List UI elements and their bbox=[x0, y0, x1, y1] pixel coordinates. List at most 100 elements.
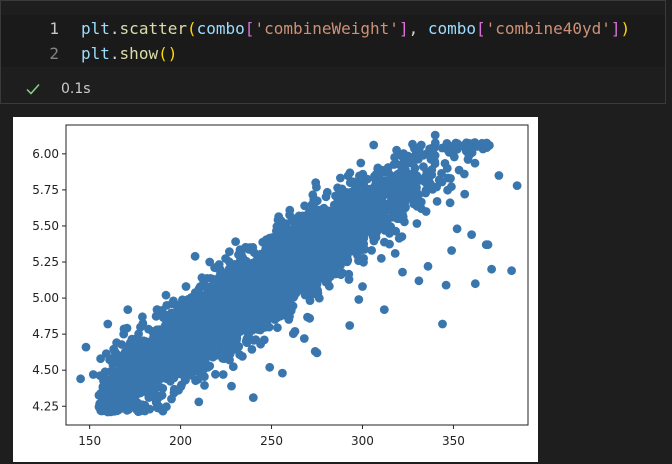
scatter-point bbox=[255, 258, 265, 268]
scatter-point bbox=[189, 365, 199, 375]
scatter-point bbox=[397, 179, 407, 189]
scatter-point bbox=[300, 201, 309, 211]
code-text[interactable]: plt.show() bbox=[81, 42, 177, 66]
scatter-point bbox=[268, 246, 277, 256]
scatter-point bbox=[421, 186, 431, 195]
scatter-point bbox=[88, 370, 98, 379]
scatter-point bbox=[259, 279, 269, 289]
scatter-point bbox=[318, 224, 327, 234]
scatter-point bbox=[380, 237, 389, 247]
scatter-point bbox=[249, 336, 259, 345]
scatter-point bbox=[279, 254, 289, 264]
x-tick-label: 250 bbox=[260, 434, 283, 448]
scatter-point bbox=[228, 362, 238, 372]
scatter-point bbox=[231, 237, 241, 246]
scatter-point bbox=[328, 255, 338, 265]
scatter-point bbox=[102, 377, 112, 387]
scatter-point bbox=[323, 266, 333, 276]
scatter-point bbox=[103, 407, 113, 417]
scatter-point bbox=[430, 138, 440, 148]
scatter-point bbox=[242, 338, 252, 348]
code-line[interactable]: 2 plt.show() bbox=[1, 42, 665, 66]
scatter-point bbox=[262, 235, 271, 244]
scatter-point bbox=[470, 158, 480, 168]
scatter-point bbox=[214, 264, 224, 274]
scatter-point bbox=[152, 305, 162, 314]
code-text[interactable]: plt.scatter(combo['combineWeight'], comb… bbox=[81, 17, 630, 41]
scatter-point bbox=[155, 382, 165, 392]
code-cell[interactable]: 1 plt.scatter(combo['combineWeight'], com… bbox=[0, 0, 666, 104]
scatter-point bbox=[213, 285, 223, 295]
axes-frame bbox=[65, 124, 529, 426]
scatter-point bbox=[430, 130, 440, 140]
scatter-point bbox=[345, 321, 355, 330]
scatter-point bbox=[171, 332, 180, 342]
scatter-point bbox=[138, 319, 148, 328]
code-token: combo bbox=[196, 19, 245, 38]
code-line[interactable]: 1 plt.scatter(combo['combineWeight'], com… bbox=[1, 17, 665, 41]
code-token: show bbox=[119, 44, 159, 63]
scatter-point bbox=[278, 289, 287, 299]
scatter-point bbox=[208, 314, 218, 323]
scatter-point bbox=[445, 198, 455, 208]
scatter-point bbox=[162, 373, 172, 383]
scatter-point bbox=[298, 264, 308, 274]
code-token: 'combine40yd' bbox=[485, 19, 611, 38]
y-tick-label: 4.50 bbox=[32, 363, 59, 377]
scatter-point bbox=[250, 299, 260, 309]
scatter-point bbox=[265, 362, 275, 372]
scatter-point bbox=[232, 303, 242, 313]
scatter-point bbox=[483, 240, 493, 250]
scatter-point bbox=[200, 381, 209, 390]
scatter-point bbox=[305, 313, 315, 323]
scatter-point bbox=[398, 267, 407, 277]
scatter-point bbox=[367, 246, 376, 255]
code-editor[interactable]: 1 plt.scatter(combo['combineWeight'], com… bbox=[1, 15, 665, 67]
scatter-point bbox=[385, 229, 394, 238]
scatter-point bbox=[224, 257, 234, 267]
scatter-point bbox=[121, 384, 131, 394]
scatter-point bbox=[159, 348, 169, 358]
scatter-point bbox=[487, 264, 496, 274]
code-token: ) bbox=[620, 19, 631, 38]
code-token: combo bbox=[427, 19, 477, 38]
scatter-point bbox=[259, 335, 269, 345]
scatter-point bbox=[252, 272, 262, 282]
code-token: plt bbox=[81, 19, 110, 38]
scatter-point bbox=[229, 278, 239, 288]
scatter-point bbox=[223, 302, 233, 312]
scatter-point bbox=[117, 370, 127, 380]
scatter-point bbox=[154, 336, 164, 346]
scatter-point bbox=[276, 216, 286, 226]
x-tick-label: 350 bbox=[442, 434, 465, 448]
scatter-point bbox=[119, 361, 129, 371]
scatter-point bbox=[358, 169, 368, 179]
scatter-point bbox=[230, 337, 240, 347]
scatter-point bbox=[319, 203, 329, 213]
scatter-point bbox=[441, 280, 451, 290]
x-axis: 150 200 250 300 350 bbox=[78, 425, 465, 448]
scatter-point bbox=[119, 392, 128, 402]
scatter-point bbox=[460, 141, 469, 151]
scatter-point bbox=[277, 271, 287, 281]
scatter-point bbox=[76, 374, 85, 384]
scatter-point bbox=[317, 213, 326, 223]
scatter-point bbox=[379, 305, 389, 314]
scatter-point bbox=[224, 326, 234, 336]
scatter-point bbox=[180, 373, 190, 383]
scatter-point bbox=[313, 288, 323, 298]
scatter-point bbox=[426, 179, 435, 189]
scatter-point bbox=[452, 224, 462, 234]
scatter-point bbox=[299, 224, 309, 233]
scatter-point bbox=[190, 251, 200, 261]
y-tick-label: 5.50 bbox=[32, 219, 59, 233]
scatter-point bbox=[235, 245, 245, 255]
code-token: plt bbox=[81, 44, 110, 63]
scatter-point bbox=[249, 291, 258, 301]
scatter-point bbox=[309, 194, 319, 204]
scatter-point bbox=[361, 224, 370, 234]
scatter-point bbox=[125, 355, 135, 365]
scatter-point bbox=[228, 290, 238, 300]
code-token: scatter bbox=[119, 19, 187, 38]
y-tick-label: 4.25 bbox=[32, 399, 59, 413]
